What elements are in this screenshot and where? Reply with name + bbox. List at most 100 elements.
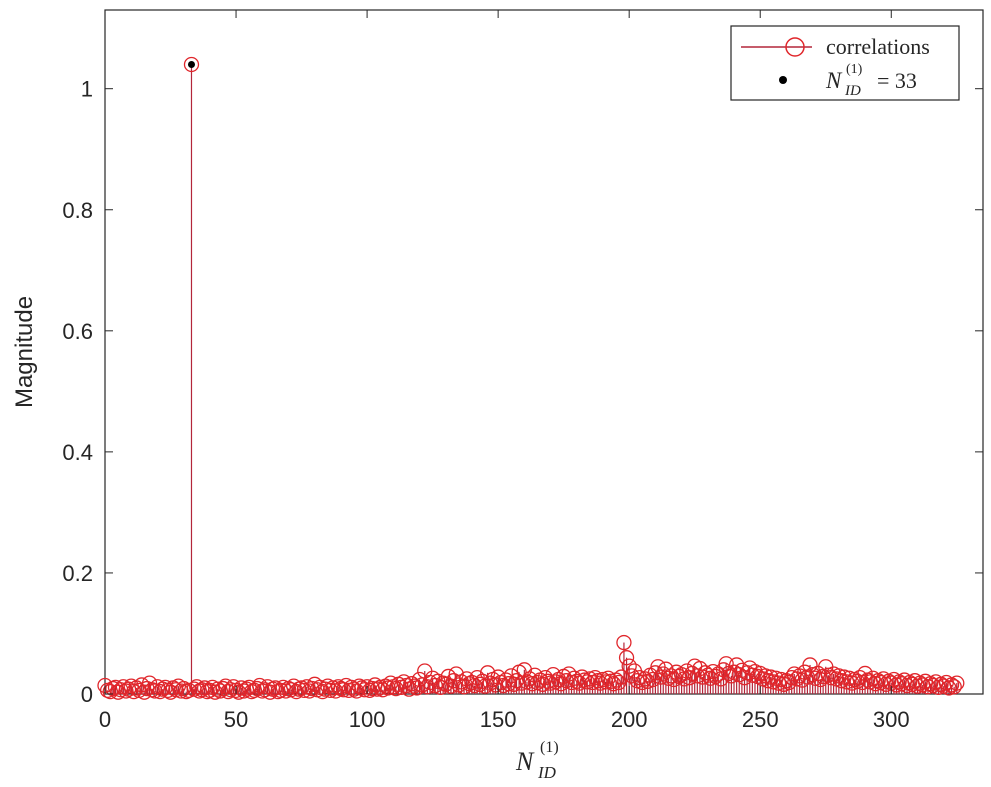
stem-marker — [136, 684, 152, 700]
x-axis-label-base: N — [515, 747, 535, 776]
stem-marker — [147, 683, 163, 699]
x-axis-label: N (1) ID — [515, 739, 559, 782]
legend-highlight-label-subscript: ID — [844, 83, 861, 99]
stem-marker — [102, 683, 118, 700]
stem-marker — [713, 671, 729, 687]
stem-marker — [545, 666, 561, 683]
x-tick-label: 50 — [224, 707, 248, 732]
stem-marker — [616, 634, 632, 651]
stem-marker — [603, 673, 619, 689]
stem-markers — [97, 56, 965, 700]
stem-marker — [524, 676, 540, 692]
highlight-markers — [187, 60, 195, 68]
stem-marker — [527, 667, 543, 683]
stem-marker — [784, 670, 800, 686]
stem-marker — [592, 675, 608, 691]
legend-correlations-label: correlations — [826, 34, 930, 59]
stem-marker — [823, 670, 839, 686]
stem-marker — [369, 681, 386, 697]
highlight-dot — [187, 60, 195, 68]
stem-marker — [765, 674, 781, 690]
stem-marker — [595, 671, 611, 688]
stem-marker — [770, 675, 787, 691]
stem-marker — [802, 657, 818, 673]
stem-marker — [157, 679, 173, 695]
stem-marker — [110, 684, 126, 700]
stem-marker — [134, 677, 150, 693]
legend-correlations-marker — [785, 37, 805, 57]
stem-marker — [291, 681, 307, 697]
stem-marker — [500, 676, 517, 692]
stem-marker — [849, 673, 865, 689]
stem-marker — [181, 682, 197, 699]
stem-marker — [466, 677, 483, 694]
y-tick-label: 0.6 — [62, 319, 93, 344]
legend-highlight-label-base: N — [825, 68, 843, 93]
stem-marker — [576, 672, 593, 688]
stem-marker — [183, 56, 200, 73]
legend: correlations N (1) ID = 33 — [730, 25, 960, 101]
stem-marker — [590, 673, 606, 689]
stem-marker — [618, 650, 635, 666]
stem-marker — [744, 667, 761, 683]
stem-marker — [362, 682, 378, 699]
stem-marker — [812, 671, 829, 688]
legend-highlight-label-rhs: = 33 — [877, 68, 917, 93]
stem-marker — [199, 683, 215, 700]
x-tick-label: 300 — [873, 707, 910, 732]
stem-marker — [262, 684, 278, 700]
stem-marker — [600, 670, 616, 686]
x-tick-label: 200 — [611, 707, 648, 732]
legend-highlight-marker — [779, 76, 787, 84]
stem-marker — [597, 674, 614, 690]
stem-marker — [760, 673, 776, 689]
stem-marker — [403, 676, 420, 692]
x-tick-label: 100 — [349, 707, 386, 732]
stem-marker — [579, 674, 595, 690]
stem-marker — [582, 671, 598, 687]
stem-marker — [335, 682, 352, 698]
stem-marker — [168, 682, 184, 698]
stem-marker — [210, 681, 226, 697]
stem-marker — [372, 679, 388, 695]
y-tick-label: 0.8 — [62, 198, 93, 223]
stem-marker — [857, 665, 873, 682]
stem-marker — [223, 682, 239, 698]
y-axis-ticks: 0 0.2 0.4 0.6 0.8 1 — [62, 77, 983, 707]
stem-marker — [791, 668, 808, 684]
legend-box — [730, 25, 960, 101]
stem-marker — [314, 683, 331, 700]
x-axis-label-superscript: (1) — [540, 739, 559, 756]
stem-marker — [155, 681, 171, 697]
stem-marker — [949, 675, 965, 691]
stem-marker — [820, 667, 837, 683]
x-tick-label: 150 — [480, 707, 517, 732]
y-tick-label: 0 — [81, 682, 93, 707]
stem-marker — [542, 675, 559, 691]
stem-marker — [498, 672, 514, 688]
stem-marker — [178, 683, 194, 700]
y-axis-label: Magnitude — [11, 296, 38, 408]
stem-marker — [118, 683, 134, 699]
stem-marker — [141, 675, 158, 691]
stem-marker — [356, 682, 373, 698]
stem-marker — [946, 679, 962, 695]
stem-marker — [304, 680, 320, 697]
stem-marker — [673, 666, 690, 683]
stem-marker — [941, 680, 957, 696]
legend-highlight-label-superscript: (1) — [846, 62, 863, 77]
stem-marker — [804, 666, 821, 683]
plot-area-frame — [104, 9, 984, 695]
stem-marker — [383, 675, 399, 691]
y-tick-label: 1 — [81, 77, 93, 102]
stem-marker — [833, 673, 850, 689]
stem-marker — [587, 670, 603, 686]
x-axis-ticks: 0 50 100 150 200 250 300 — [99, 10, 910, 732]
stem-marker — [621, 658, 637, 674]
x-axis-label-subscript: ID — [537, 763, 557, 782]
y-tick-label: 0.4 — [62, 440, 93, 465]
legend-highlight-label: N (1) ID = 33 — [825, 62, 917, 99]
stem-marker — [503, 668, 519, 684]
stem-marker — [288, 683, 304, 700]
